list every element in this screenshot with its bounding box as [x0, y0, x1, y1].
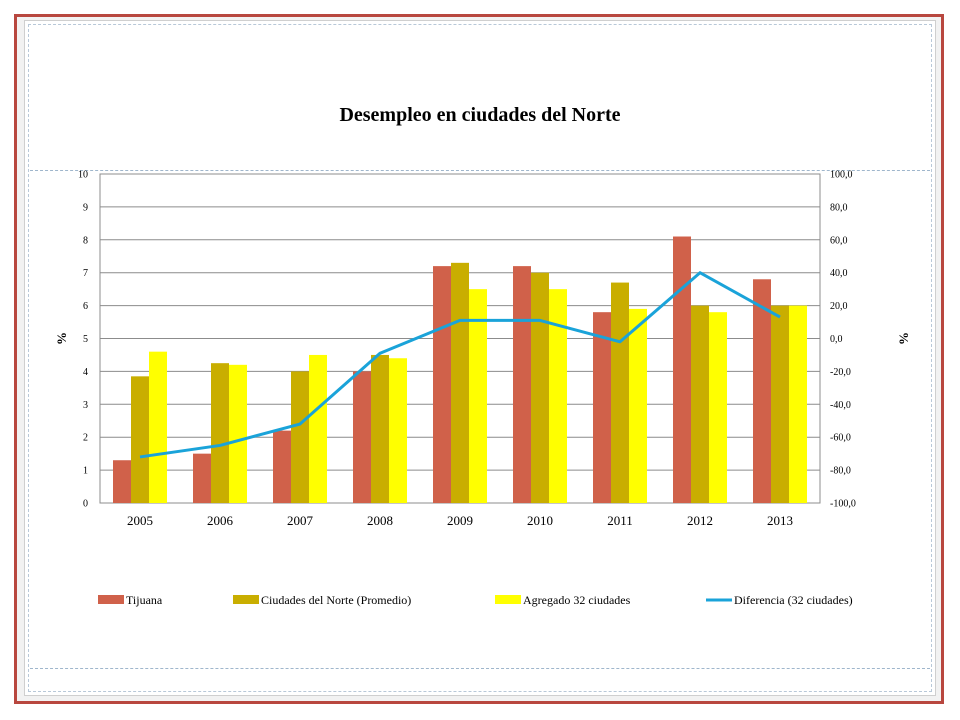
bar-agregado-32-ciudades: [709, 312, 727, 503]
bar-tijuana: [513, 266, 531, 503]
x-tick-label: 2008: [367, 513, 393, 528]
legend-label: Diferencia (32 ciudades): [734, 593, 853, 607]
legend-label: Ciudades del Norte (Promedio): [261, 593, 411, 607]
y2-tick-label: -100,0: [830, 499, 856, 510]
legend-label: Agregado 32 ciudades: [523, 593, 631, 607]
y-tick-label: 6: [83, 301, 88, 312]
bar-agregado-32-ciudades: [549, 289, 567, 503]
bar-ciudades-del-norte-promedio-: [211, 363, 229, 503]
legend-swatch: [233, 595, 259, 604]
bar-agregado-32-ciudades: [789, 305, 807, 503]
y-tick-label: 10: [78, 170, 88, 181]
bar-tijuana: [353, 371, 371, 503]
bar-ciudades-del-norte-promedio-: [611, 282, 629, 503]
y-axis-title: %: [54, 332, 69, 345]
bar-tijuana: [593, 312, 611, 503]
y-tick-label: 3: [83, 400, 88, 411]
y-tick-label: 1: [83, 466, 88, 477]
legend-swatch: [98, 595, 124, 604]
y2-tick-label: 20,0: [830, 301, 848, 312]
y2-tick-label: -40,0: [830, 400, 851, 411]
y-tick-label: 7: [83, 268, 88, 279]
chart-title: Desempleo en ciudades del Norte: [339, 104, 621, 126]
bar-tijuana: [113, 460, 131, 503]
x-tick-label: 2013: [767, 513, 793, 528]
x-tick-label: 2011: [607, 513, 633, 528]
x-tick-label: 2010: [527, 513, 553, 528]
line-series-diferencia: [139, 271, 781, 459]
y2-tick-label: 80,0: [830, 202, 848, 213]
x-tick-label: 2007: [287, 513, 314, 528]
bar-agregado-32-ciudades: [229, 364, 247, 503]
y-tick-label: 8: [83, 235, 88, 246]
x-tick-label: 2012: [687, 513, 713, 528]
bar-tijuana: [433, 266, 451, 503]
x-tick-label: 2009: [447, 513, 473, 528]
placeholder-dashed-border: [28, 24, 932, 692]
y-tick-label: 5: [83, 334, 88, 345]
bar-agregado-32-ciudades: [149, 351, 167, 503]
bar-tijuana: [193, 453, 211, 503]
bar-ciudades-del-norte-promedio-: [451, 262, 469, 503]
bar-ciudades-del-norte-promedio-: [131, 376, 149, 503]
bar-ciudades-del-norte-promedio-: [771, 305, 789, 503]
bar-ciudades-del-norte-promedio-: [291, 371, 309, 503]
y-tick-label: 4: [83, 367, 88, 378]
y-tick-label: 2: [83, 433, 88, 444]
bar-ciudades-del-norte-promedio-: [531, 272, 549, 503]
dashed-guide-top: [30, 170, 930, 171]
x-tick-label: 2005: [127, 513, 153, 528]
bar-tijuana: [273, 430, 291, 503]
bar-ciudades-del-norte-promedio-: [691, 305, 709, 503]
bar-tijuana: [753, 279, 771, 503]
bar-tijuana: [673, 236, 691, 503]
bar-ciudades-del-norte-promedio-: [371, 354, 389, 503]
y2-tick-label: -20,0: [830, 367, 851, 378]
y2-tick-label: -60,0: [830, 433, 851, 444]
y2-tick-label: 40,0: [830, 268, 848, 279]
legend-swatch: [495, 595, 521, 604]
y-tick-label: 0: [83, 499, 88, 510]
y2-tick-label: 0,0: [830, 334, 843, 345]
bar-agregado-32-ciudades: [309, 354, 327, 503]
legend-label: Tijuana: [126, 593, 163, 607]
y2-tick-label: -80,0: [830, 466, 851, 477]
y2-tick-label: 100,0: [830, 170, 853, 181]
bar-agregado-32-ciudades: [389, 358, 407, 503]
y2-axis-title: %: [896, 332, 911, 345]
bar-agregado-32-ciudades: [469, 289, 487, 503]
x-tick-label: 2006: [207, 513, 234, 528]
y-tick-label: 9: [83, 202, 88, 213]
y2-tick-label: 60,0: [830, 235, 848, 246]
dashed-guide-bottom: [30, 668, 930, 669]
bar-agregado-32-ciudades: [629, 308, 647, 503]
